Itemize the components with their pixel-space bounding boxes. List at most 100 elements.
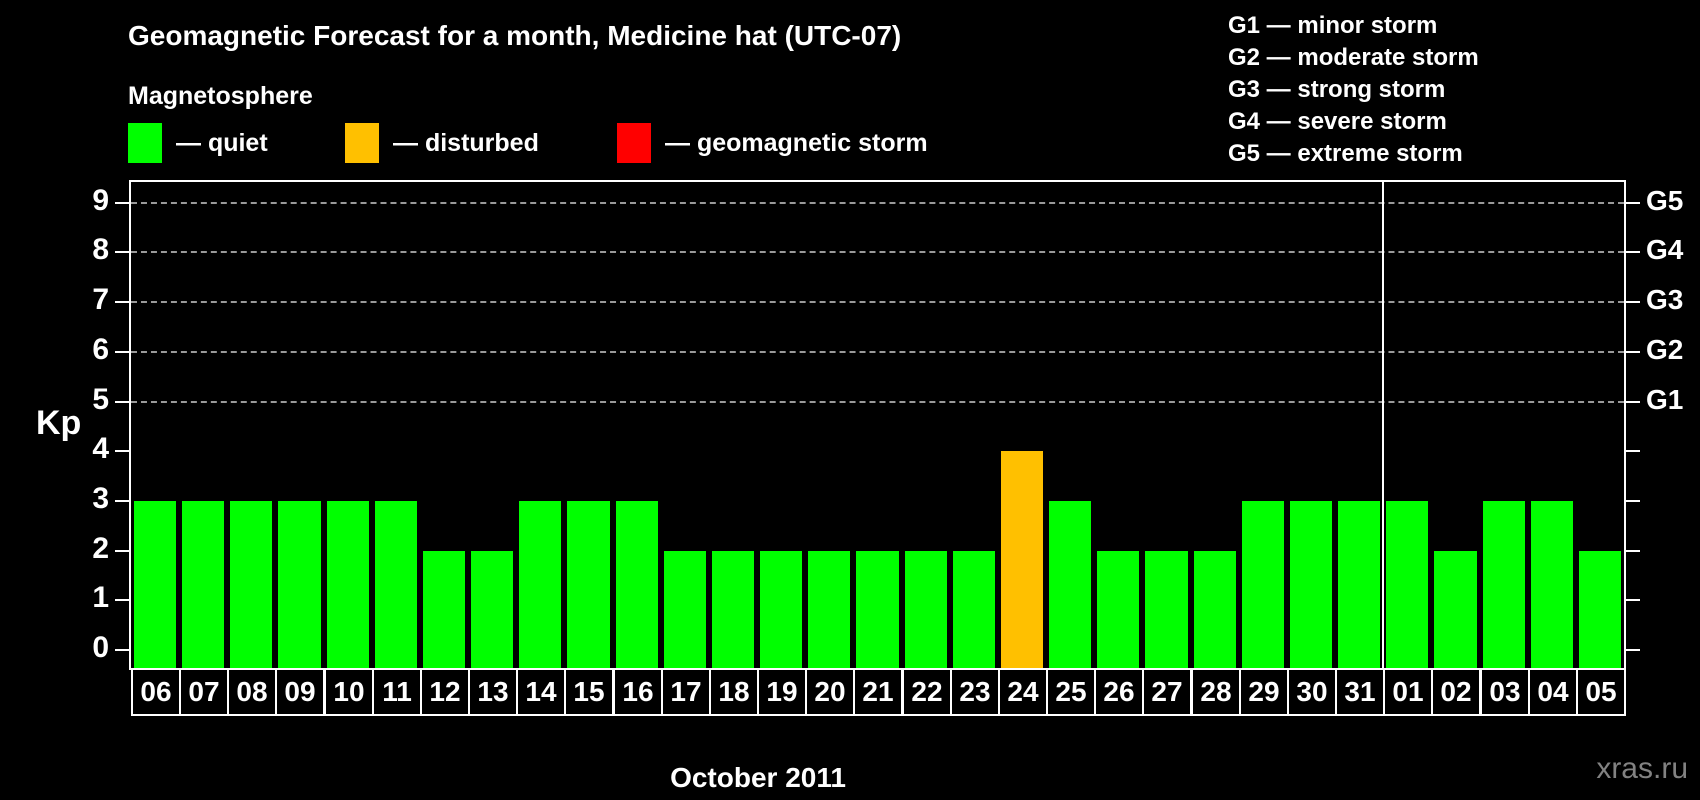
bar-day-14 — [519, 500, 562, 668]
gridline-kp7 — [131, 301, 1624, 304]
left-tick-7 — [115, 301, 129, 304]
plot-area — [129, 180, 1626, 670]
left-tick-8 — [115, 251, 129, 254]
g-level-label-g2: G2 — [1646, 333, 1684, 365]
legend-item-geomagnetic-storm: — geomagnetic storm — [617, 123, 928, 163]
right-tick-2 — [1626, 549, 1640, 552]
day-cell-30: 30 — [1287, 668, 1337, 716]
day-cell-26: 26 — [1094, 668, 1144, 716]
day-cell-02: 02 — [1431, 668, 1481, 716]
bar-day-06 — [134, 500, 177, 668]
y-tick-label-0: 0 — [92, 631, 109, 664]
bar-day-23 — [952, 550, 995, 668]
g-level-label-g3: G3 — [1646, 284, 1684, 316]
day-cell-21: 21 — [853, 668, 903, 716]
day-cell-14: 14 — [516, 668, 566, 716]
gridline-kp8 — [131, 251, 1624, 254]
bar-day-19 — [760, 550, 803, 668]
month-separator — [1382, 182, 1385, 668]
day-cell-08: 08 — [227, 668, 277, 716]
day-cell-31: 31 — [1335, 668, 1385, 716]
bar-day-26 — [1097, 550, 1140, 668]
day-cell-09: 09 — [275, 668, 325, 716]
bar-day-10 — [326, 500, 369, 668]
watermark: xras.ru — [1596, 752, 1688, 785]
bar-day-27 — [1145, 550, 1188, 668]
day-cell-22: 22 — [902, 668, 952, 716]
y-tick-label-9: 9 — [92, 183, 109, 217]
bar-day-13 — [471, 550, 514, 668]
x-axis-title: October 2011 — [670, 762, 846, 793]
day-cell-18: 18 — [709, 668, 759, 716]
left-tick-6 — [115, 350, 129, 353]
day-cell-10: 10 — [324, 668, 374, 716]
legend-item-quiet: — quiet — [128, 123, 268, 163]
bar-day-24 — [1000, 451, 1044, 668]
legend-label-geomagnetic-storm: — geomagnetic storm — [665, 128, 928, 157]
right-tick-7 — [1626, 301, 1640, 304]
y-tick-label-3: 3 — [92, 481, 109, 515]
bar-day-25 — [1049, 500, 1092, 668]
day-cell-27: 27 — [1142, 668, 1192, 716]
g-level-label-g4: G4 — [1646, 234, 1684, 266]
day-cell-19: 19 — [757, 668, 807, 716]
bar-day-29 — [1241, 500, 1284, 668]
bar-day-05 — [1578, 550, 1621, 668]
bar-day-31 — [1338, 500, 1381, 668]
bar-day-22 — [904, 550, 947, 668]
day-cell-06: 06 — [131, 668, 181, 716]
storm-scale-line-g5: G5 — extreme storm — [1228, 140, 1463, 167]
y-tick-label-5: 5 — [92, 382, 109, 416]
day-cell-25: 25 — [1046, 668, 1096, 716]
right-tick-4 — [1626, 450, 1640, 453]
right-tick-8 — [1626, 251, 1640, 254]
day-cell-05: 05 — [1576, 668, 1626, 716]
day-cell-07: 07 — [179, 668, 229, 716]
bar-day-04 — [1530, 500, 1573, 668]
y-axis-title: Kp — [36, 404, 82, 442]
day-cell-13: 13 — [468, 668, 518, 716]
storm-scale-line-g4: G4 — severe storm — [1228, 108, 1447, 135]
left-tick-1 — [115, 599, 129, 602]
y-tick-label-6: 6 — [92, 332, 109, 366]
magnetosphere-legend: — quiet — disturbed — geomagnetic storm — [0, 123, 1700, 167]
gridline-kp9 — [131, 201, 1624, 204]
storm-scale-line-g3: G3 — strong storm — [1228, 76, 1446, 103]
day-cell-23: 23 — [950, 668, 1000, 716]
right-tick-1 — [1626, 599, 1640, 602]
legend-label-disturbed: — disturbed — [393, 128, 539, 157]
day-cell-28: 28 — [1191, 668, 1241, 716]
bar-day-28 — [1193, 550, 1236, 668]
legend-swatch-quiet — [128, 123, 162, 163]
gridline-kp5 — [131, 400, 1624, 403]
day-cell-20: 20 — [805, 668, 855, 716]
day-cell-12: 12 — [420, 668, 470, 716]
day-cell-17: 17 — [661, 668, 711, 716]
left-tick-5 — [115, 400, 129, 403]
legend-label-quiet: — quiet — [176, 128, 268, 157]
right-tick-9 — [1626, 201, 1640, 204]
bar-day-03 — [1482, 500, 1525, 668]
bar-day-01 — [1386, 500, 1429, 668]
day-cell-16: 16 — [613, 668, 663, 716]
chart-title: Geomagnetic Forecast for a month, Medici… — [128, 20, 902, 51]
bar-day-09 — [278, 500, 321, 668]
left-tick-9 — [115, 201, 129, 204]
g-level-label-g1: G1 — [1646, 383, 1684, 415]
day-cell-03: 03 — [1480, 668, 1530, 716]
bar-day-07 — [182, 500, 225, 668]
right-tick-0 — [1626, 649, 1640, 651]
day-cell-29: 29 — [1239, 668, 1289, 716]
day-cell-04: 04 — [1528, 668, 1578, 716]
y-tick-label-7: 7 — [92, 283, 109, 317]
bar-day-20 — [808, 550, 851, 668]
bar-day-17 — [663, 550, 706, 668]
storm-scale-legend: G1 — minor storm G2 — moderate storm G3 — … — [1228, 10, 1479, 170]
bar-day-18 — [711, 550, 755, 668]
right-tick-6 — [1626, 350, 1640, 353]
y-tick-label-4: 4 — [92, 432, 109, 466]
bar-day-11 — [374, 500, 417, 668]
legend-swatch-geomagnetic-storm — [617, 123, 651, 163]
day-cell-24: 24 — [998, 668, 1048, 716]
